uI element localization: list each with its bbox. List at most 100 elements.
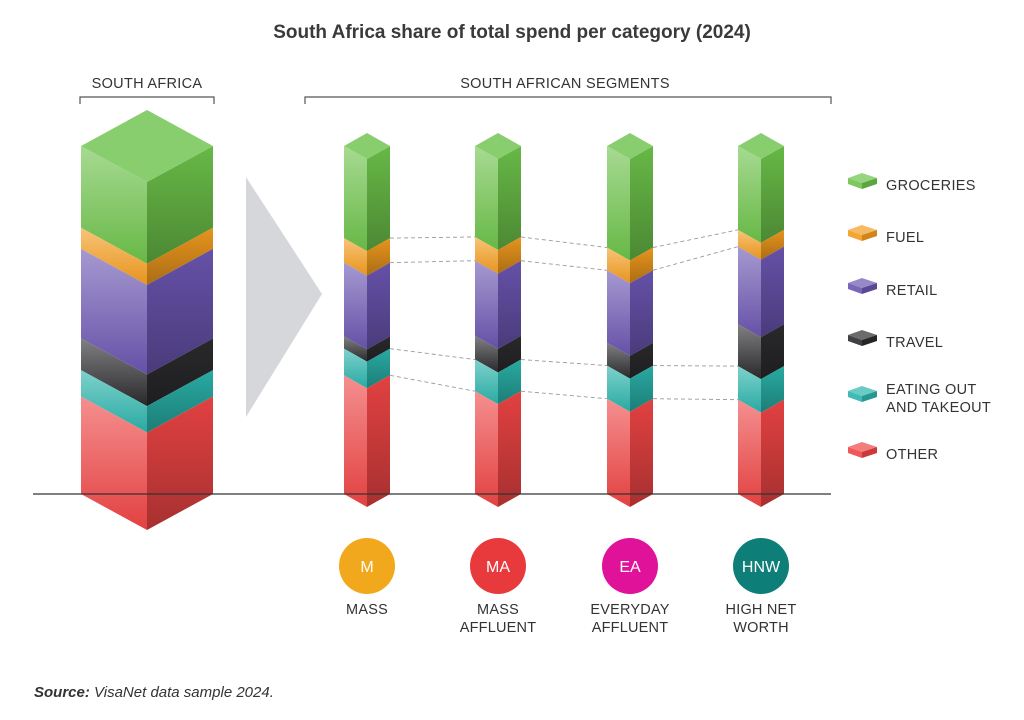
segments-bracket bbox=[304, 96, 832, 104]
connector-lines bbox=[389, 229, 739, 401]
legend-item-eating: EATING OUT AND TAKEOUT bbox=[848, 382, 991, 416]
connector-line bbox=[389, 260, 476, 264]
segment-label: MASS bbox=[346, 602, 388, 618]
bar-segment-eating-front bbox=[344, 348, 367, 389]
bar-segment-retail-side bbox=[147, 248, 213, 375]
legend-swatch-front bbox=[848, 391, 862, 402]
bar-segment-fuel-side bbox=[498, 236, 521, 274]
segment-label: EVERYDAY bbox=[590, 602, 669, 618]
bar-segment-retail-side bbox=[498, 260, 521, 349]
legend-swatch-top bbox=[848, 173, 877, 183]
bar-segment-fuel-front bbox=[344, 238, 367, 276]
bar-segment-other-side bbox=[367, 375, 390, 507]
bar-segment-other-side bbox=[630, 398, 653, 507]
segment-badge-text: HNW bbox=[742, 559, 781, 576]
bar-segment-other-front bbox=[81, 396, 147, 530]
connector-line bbox=[520, 359, 608, 367]
legend-swatch-top bbox=[848, 330, 877, 340]
bar-segment-groceries-front bbox=[738, 146, 761, 243]
bar-segment-eating-side bbox=[367, 348, 390, 389]
legend-item-travel: TRAVEL bbox=[848, 330, 943, 351]
bar-top-face bbox=[475, 133, 521, 159]
connector-line bbox=[652, 229, 739, 248]
segment-badge-text: M bbox=[360, 559, 373, 576]
bar-segment-travel-front bbox=[81, 338, 147, 407]
bar-segment-eating-side bbox=[630, 365, 653, 412]
legend-item-fuel: FUEL bbox=[848, 225, 924, 246]
bar-segment-eating-front bbox=[475, 359, 498, 405]
segment-badges: M MASS MA MASS AFFLUENT EA EVERYDAY AFFLUENT HNW… bbox=[339, 538, 796, 636]
bar-segment-groceries-front bbox=[344, 146, 367, 252]
segment-badge-circle bbox=[733, 538, 789, 594]
bar-segment-fuel-front bbox=[475, 236, 498, 274]
connector-line bbox=[520, 260, 608, 271]
segment-label: MASS bbox=[477, 602, 519, 618]
legend-swatch-top bbox=[848, 442, 877, 452]
bar-top-face bbox=[81, 110, 213, 182]
bar-segment-fuel-side bbox=[367, 238, 390, 276]
connector-line bbox=[520, 390, 608, 400]
bar-segment-fuel-front bbox=[738, 229, 761, 260]
bar-segment-fuel-side bbox=[630, 247, 653, 284]
legend-label: AND TAKEOUT bbox=[886, 400, 991, 416]
segment-badge-text: MA bbox=[486, 559, 510, 576]
bar-segment-groceries-front bbox=[607, 146, 630, 261]
bar-segment-retail-side bbox=[761, 246, 784, 338]
bar-segment-other-side bbox=[761, 399, 784, 507]
bar-segment-fuel-front bbox=[607, 247, 630, 284]
bar-segment-eating-side bbox=[761, 366, 784, 413]
legend-item-groceries: GROCERIES bbox=[848, 173, 976, 194]
segment-badge-circle bbox=[602, 538, 658, 594]
arrow-shape bbox=[246, 177, 322, 417]
legend-swatch-side bbox=[862, 283, 877, 294]
segment-badge-circle bbox=[470, 538, 526, 594]
bar-segment-other-front bbox=[475, 391, 498, 507]
legend: GROCERIES FUEL RETAIL TRAVEL EATING OUT AND T… bbox=[848, 173, 991, 463]
legend-item-retail: RETAIL bbox=[848, 278, 937, 299]
segment-label: AFFLUENT bbox=[460, 620, 537, 636]
legend-item-other: OTHER bbox=[848, 442, 938, 463]
bar-segment-other-side bbox=[498, 391, 521, 507]
bar-segment-travel-side bbox=[367, 336, 390, 362]
legend-swatch-front bbox=[848, 230, 862, 241]
bar-segment-retail-side bbox=[367, 262, 390, 350]
south-africa-group-label: SOUTH AFRICA bbox=[92, 76, 203, 92]
bar-segment-retail-side bbox=[630, 270, 653, 356]
bar-segment-other-front bbox=[607, 398, 630, 507]
legend-swatch-side bbox=[862, 335, 877, 346]
segment-label: WORTH bbox=[733, 620, 789, 636]
bar-segment-groceries-side bbox=[147, 146, 213, 264]
segment-label: AFFLUENT bbox=[592, 620, 669, 636]
segments-group-label: SOUTH AFRICAN SEGMENTS bbox=[460, 76, 670, 92]
bar-segment-other-front bbox=[344, 375, 367, 507]
legend-label: FUEL bbox=[886, 230, 924, 246]
bar-segment-travel-front bbox=[344, 336, 367, 362]
bar-segment-fuel-side bbox=[761, 229, 784, 260]
bar-top-face bbox=[738, 133, 784, 159]
legend-swatch-side bbox=[862, 230, 877, 241]
bar-mass bbox=[344, 133, 390, 507]
bar-segment-other-front bbox=[738, 399, 761, 507]
bar-segment-eating-front bbox=[81, 370, 147, 433]
legend-label: GROCERIES bbox=[886, 178, 976, 194]
chart-title: South Africa share of total spend per ca… bbox=[273, 22, 751, 43]
segment-label: HIGH NET bbox=[726, 602, 797, 618]
bar-top-face bbox=[607, 133, 653, 159]
bar-segment-groceries-front bbox=[475, 146, 498, 250]
bar-segment-travel-side bbox=[498, 335, 521, 373]
legend-swatch-front bbox=[848, 447, 862, 458]
source-note: Source: VisaNet data sample 2024. bbox=[34, 684, 274, 701]
segment-badge-circle bbox=[339, 538, 395, 594]
connector-line bbox=[389, 236, 476, 239]
bar-segment-groceries-side bbox=[367, 146, 390, 252]
source-prefix: Source: bbox=[34, 684, 90, 701]
legend-swatch-front bbox=[848, 178, 862, 189]
connector-line bbox=[389, 348, 476, 360]
source-text: VisaNet data sample 2024. bbox=[90, 684, 274, 701]
legend-swatch-side bbox=[862, 391, 877, 402]
bar-segment-eating-side bbox=[147, 370, 213, 433]
bar-segment-groceries-side bbox=[630, 146, 653, 261]
bar-segment-retail-front bbox=[81, 248, 147, 375]
bar-segment-eating-front bbox=[738, 366, 761, 413]
